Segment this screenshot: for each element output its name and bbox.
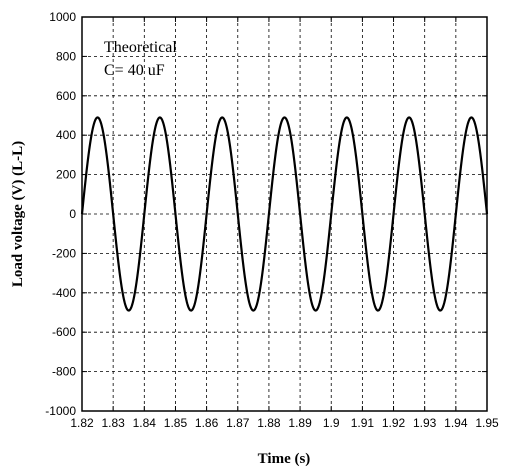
x-tick-label: 1.94 [444,416,468,430]
annotation-theoretical: Theoretical [104,39,177,56]
y-tick-label: -200 [52,246,76,260]
y-tick-label: 0 [69,207,76,221]
x-tick-label: 1.85 [164,416,188,430]
y-tick-label: -800 [52,365,76,379]
x-tick-labels: 1.82 1.83 1.84 1.85 1.86 1.87 1.88 1.89 1.9 1.91 1… [70,416,499,430]
y-tick-label: 800 [56,49,76,63]
x-tick-label: 1.93 [413,416,437,430]
y-tick-label: 600 [56,89,76,103]
y-tick-label: -600 [52,325,76,339]
x-tick-label: 1.87 [226,416,250,430]
x-tick-label: 1.9 [323,416,340,430]
y-tick-labels: 1000 800 600 400 200 0 -200 -400 -600 -800 -1000 [45,10,76,418]
x-tick-label: 1.89 [288,416,312,430]
x-tick-label: 1.84 [133,416,157,430]
x-tick-label: 1.95 [475,416,499,430]
x-tick-label: 1.91 [351,416,375,430]
x-tick-label: 1.83 [101,416,125,430]
y-tick-label: -400 [52,286,76,300]
x-axis-label: Time (s) [258,451,311,467]
y-axis-label: Load voltage (V) (L-L) [10,141,26,287]
series-line [80,116,489,312]
x-tick-label: 1.86 [195,416,219,430]
y-tick-label: 1000 [49,10,76,24]
x-tick-label: 1.88 [257,416,281,430]
y-tick-label: 400 [56,128,76,142]
y-tick-label: 200 [56,168,76,182]
ticks [81,16,488,412]
y-tick-label: -1000 [45,404,76,418]
annotation-capacitance: C= 40 uF [104,62,165,79]
x-tick-label: 1.92 [382,416,406,430]
x-tick-label: 1.82 [70,416,94,430]
